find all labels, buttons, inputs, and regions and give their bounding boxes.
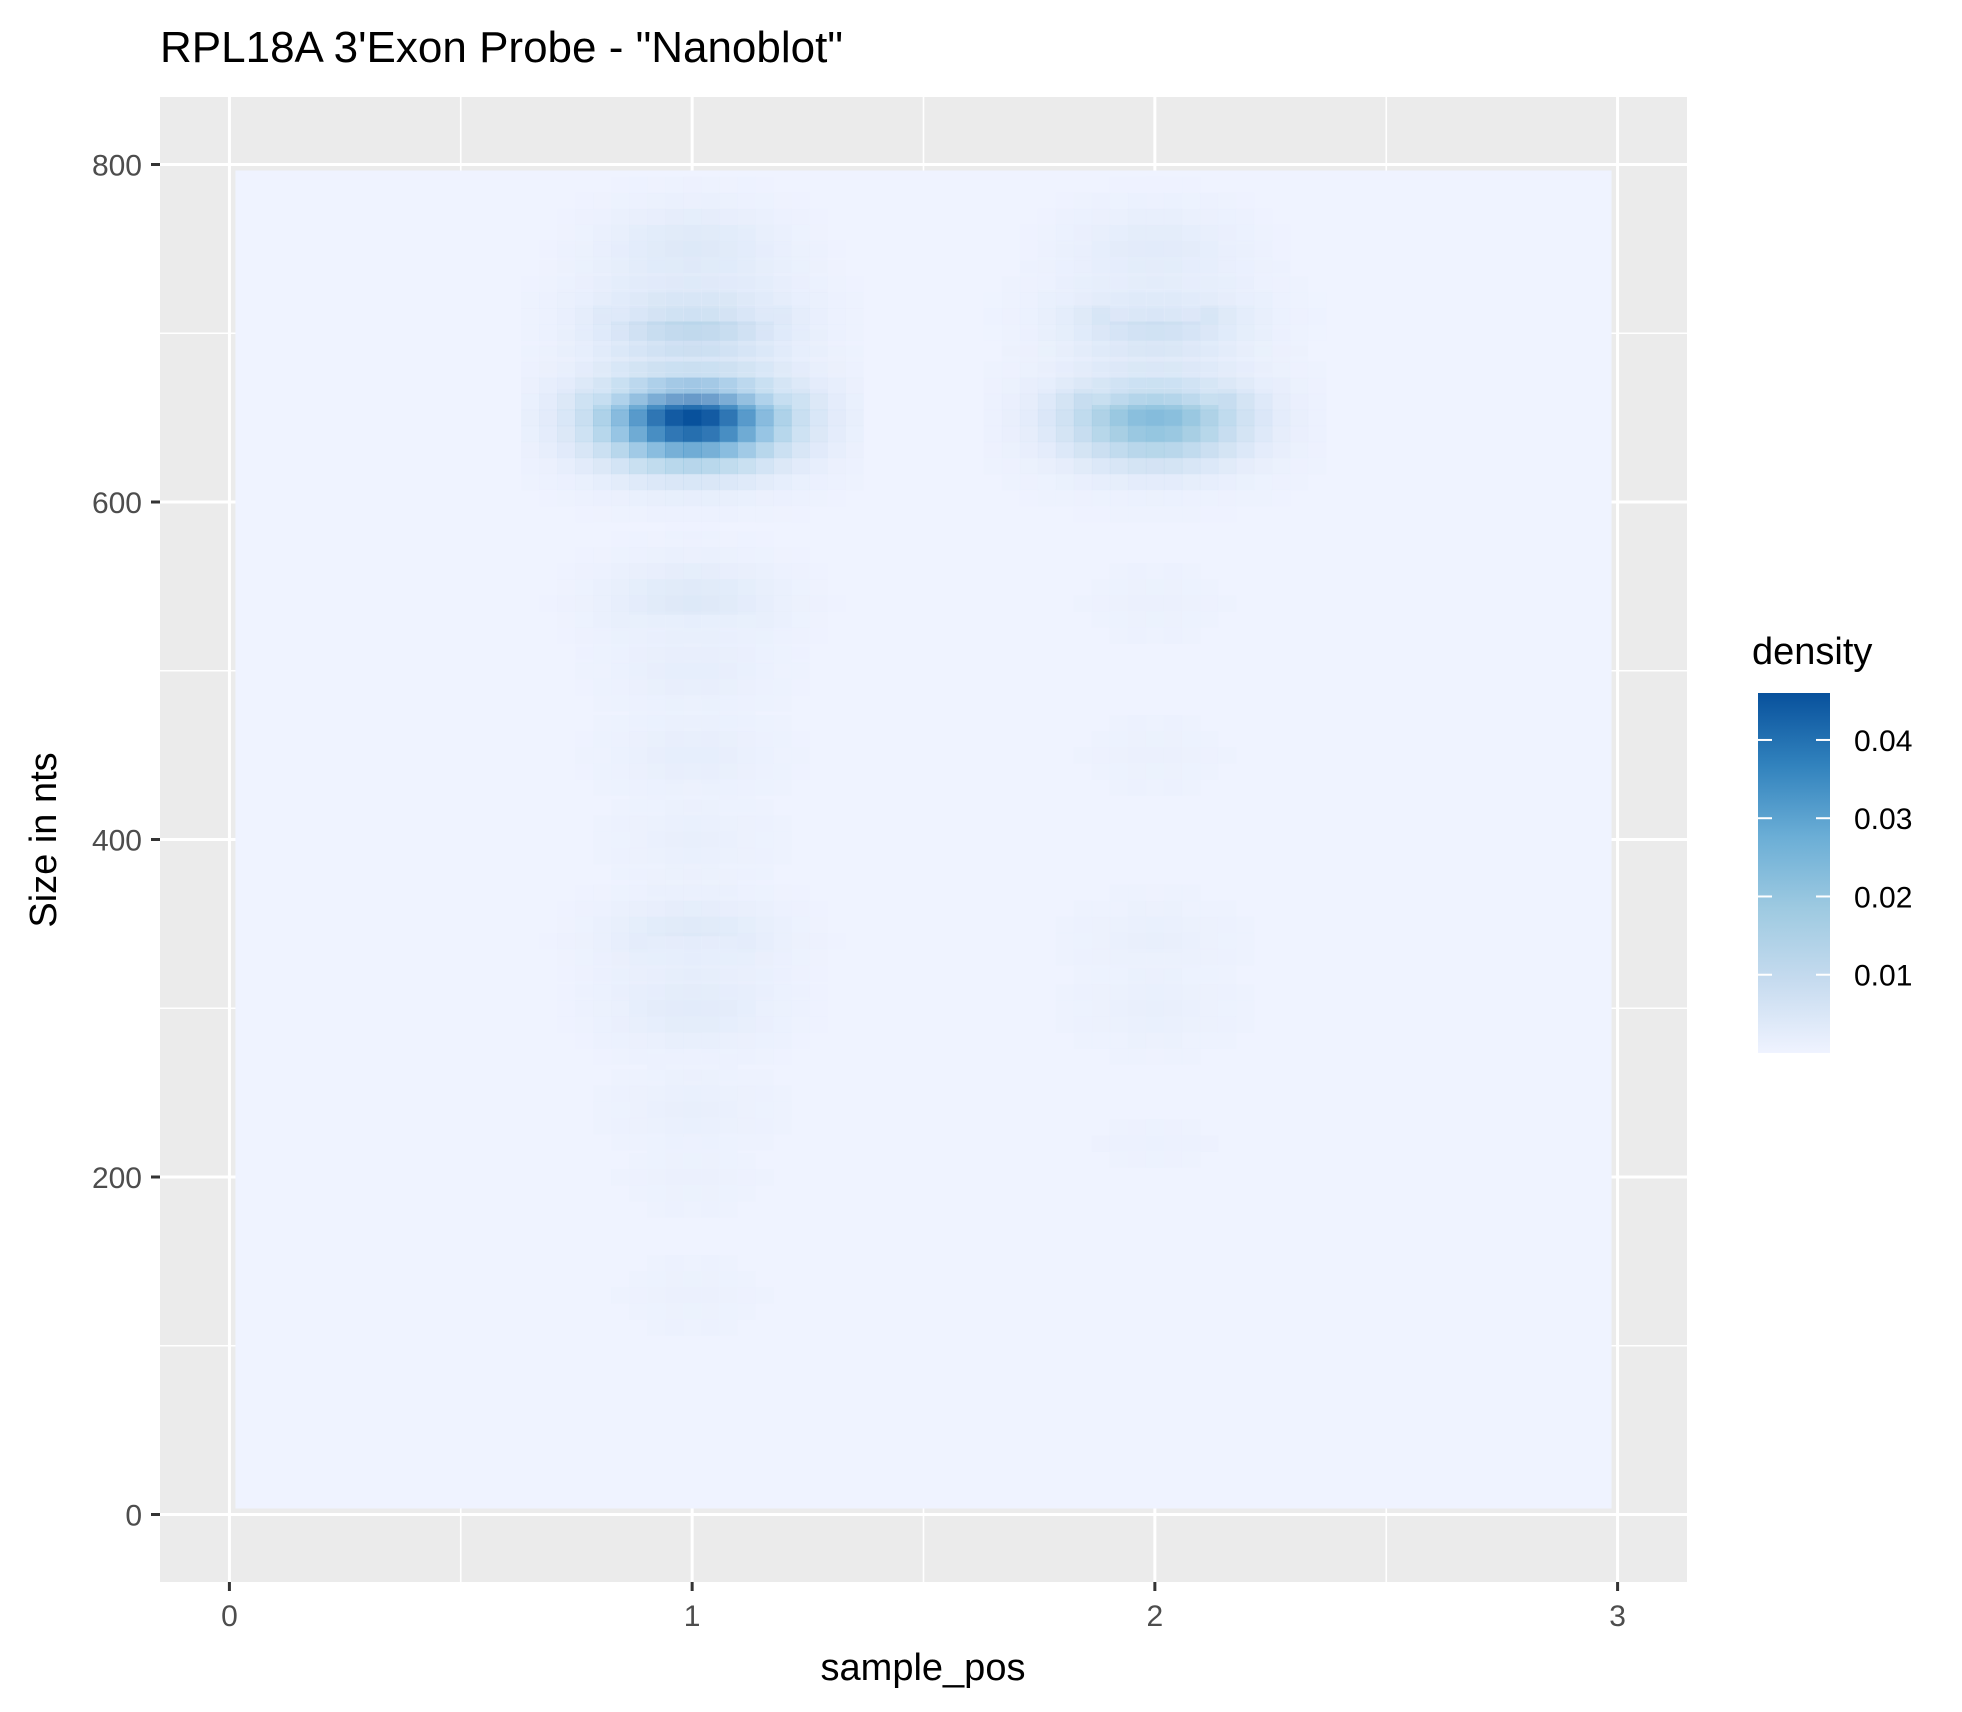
legend-title: density [1752,631,1872,673]
density-band [593,1053,792,1167]
legend: density 0.01 0.02 0.03 0.04 [1752,631,1912,1053]
density-bands [521,176,1327,1336]
density-band [1073,563,1237,644]
legend-tick-label: 0.01 [1854,960,1912,993]
x-axis: 0 1 2 3 [221,1582,1626,1633]
density-band [1091,1119,1219,1168]
y-tick-label: 400 [92,825,142,858]
density-band [611,1137,774,1218]
y-axis: 0 200 400 600 800 [92,150,160,1533]
density-band [1055,952,1255,1065]
legend-ticks: 0.01 0.02 0.03 0.04 [1758,725,1912,993]
y-tick-label: 200 [92,1162,142,1195]
density-band [539,176,846,322]
legend-tick-label: 0.02 [1854,881,1912,914]
legend-tick-label: 0.03 [1854,803,1912,836]
x-axis-label: sample_pos [821,1647,1026,1689]
density-band [1019,176,1291,322]
x-tick-label: 3 [1609,1600,1626,1633]
y-tick-label: 800 [92,150,142,183]
density-band [1073,715,1237,796]
density-raster-background [235,170,1612,1509]
x-tick-label: 2 [1147,1600,1164,1633]
density-band [611,1255,774,1336]
y-tick-label: 600 [92,487,142,520]
x-tick-label: 1 [684,1600,701,1633]
legend-tick-label: 0.04 [1854,725,1912,758]
y-tick-label: 0 [125,1500,142,1533]
legend-colorbar [1758,693,1830,1053]
chart-title: RPL18A 3'Exon Probe - "Nanoblot" [160,23,843,72]
y-axis-label: Size in nts [23,752,65,927]
x-tick-label: 0 [221,1600,238,1633]
